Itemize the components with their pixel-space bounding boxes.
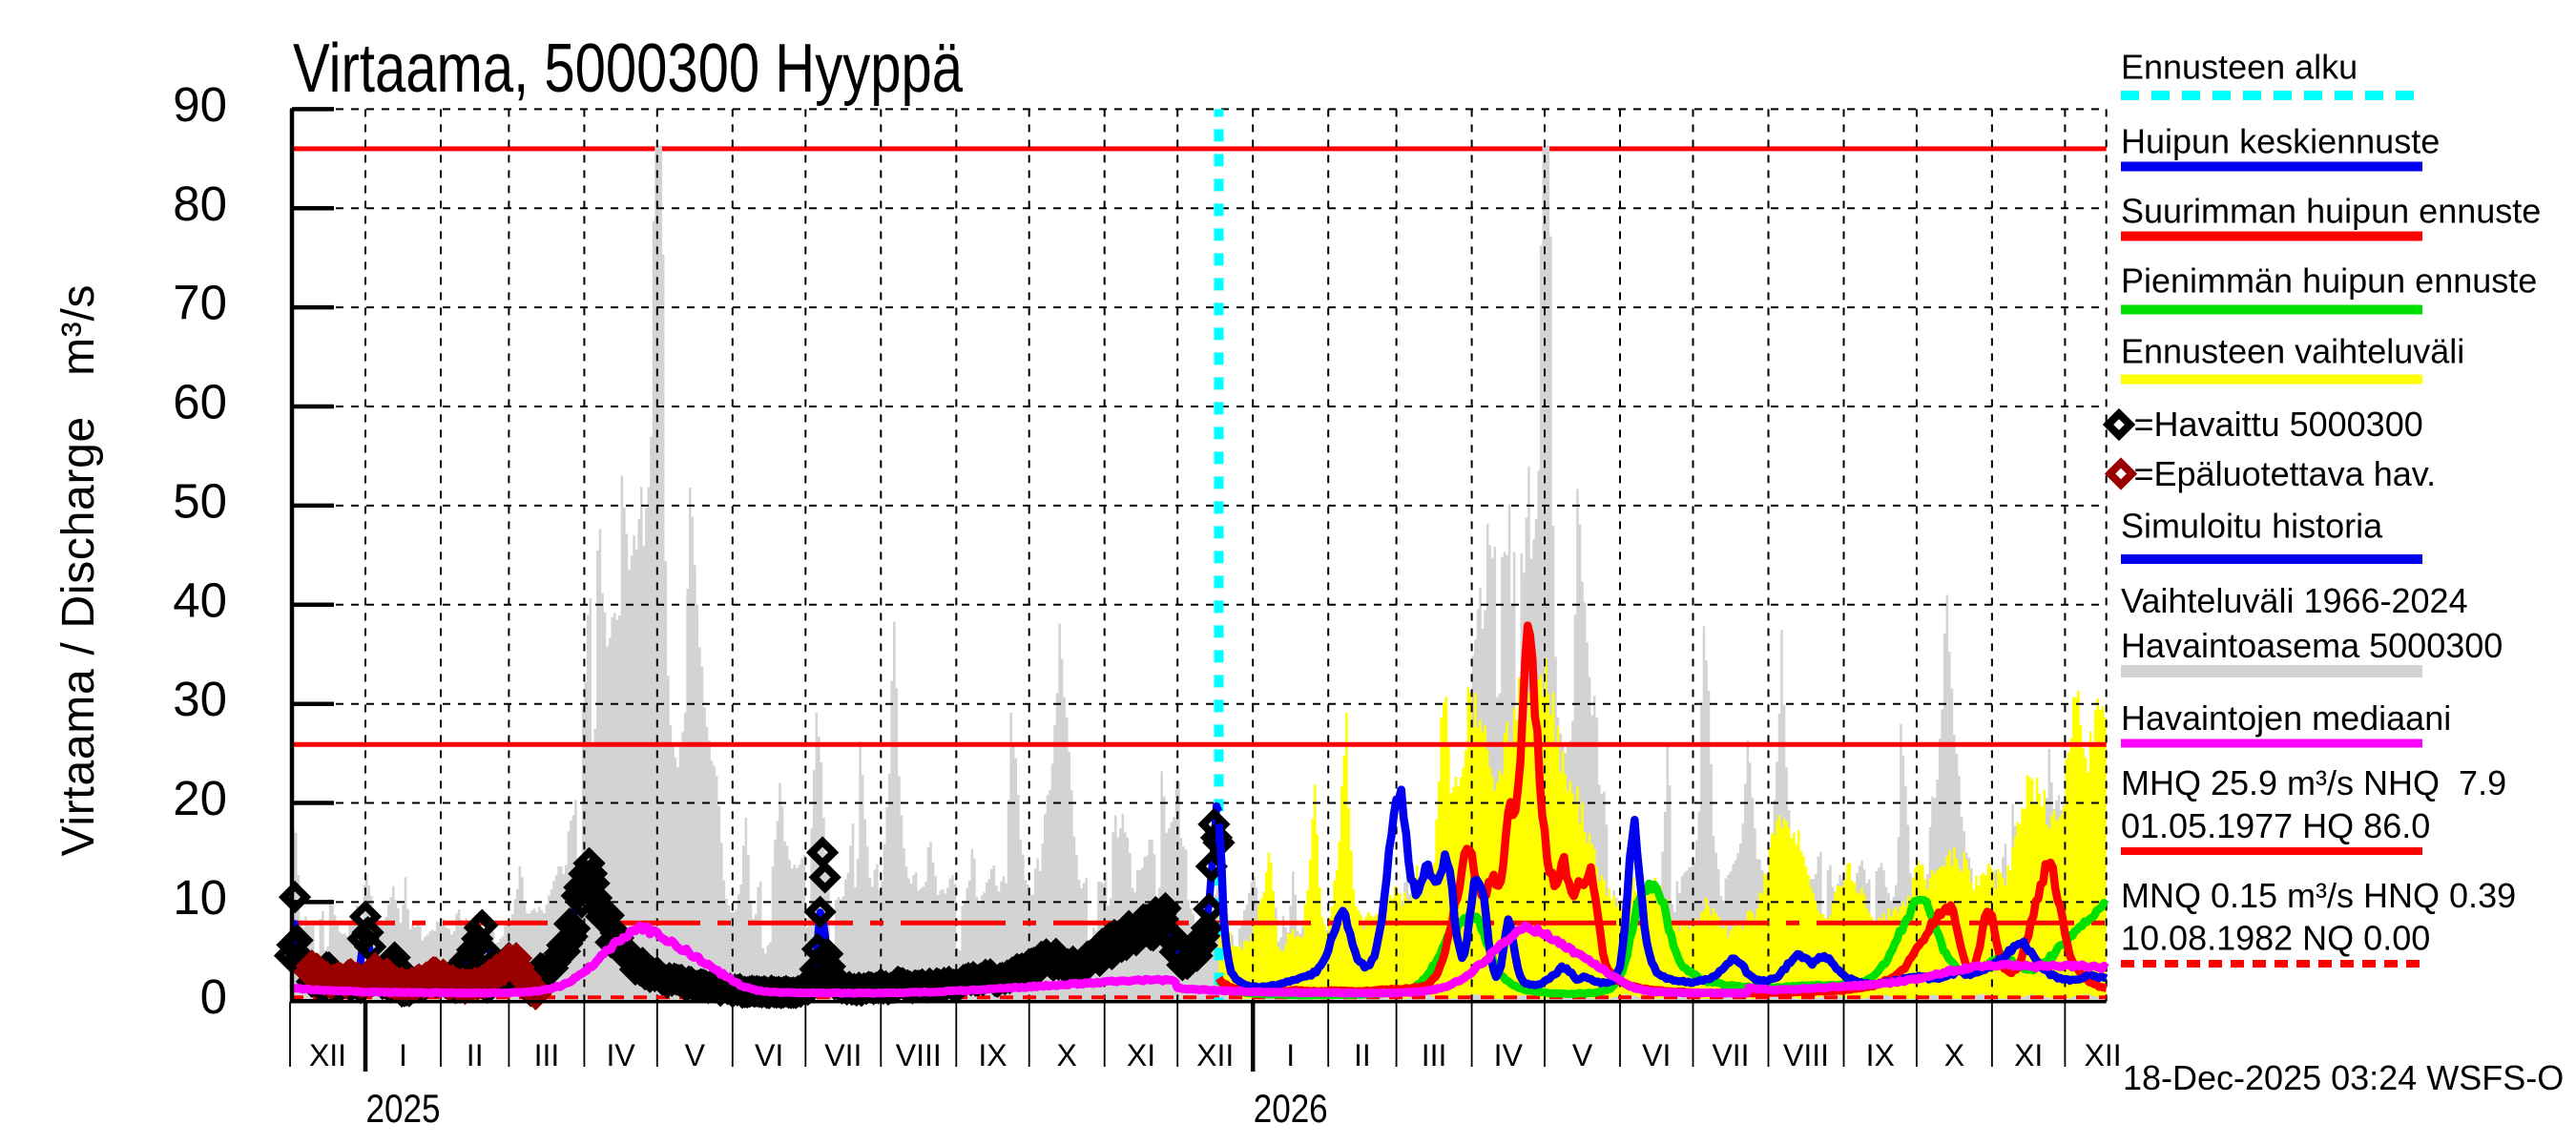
svg-text:0: 0 bbox=[200, 969, 227, 1024]
svg-text:2026: 2026 bbox=[1254, 1086, 1328, 1131]
svg-text:Huipun keskiennuste: Huipun keskiennuste bbox=[2121, 122, 2440, 161]
svg-text:IX: IX bbox=[978, 1038, 1007, 1072]
svg-text:Virtaama, 5000300 Hyyppä: Virtaama, 5000300 Hyyppä bbox=[293, 31, 964, 107]
svg-text:60: 60 bbox=[173, 375, 227, 429]
svg-text:Virtaama / Discharge m³/s: Virtaama / Discharge m³/s bbox=[53, 285, 104, 857]
svg-text:=Epäluotettava hav.: =Epäluotettava hav. bbox=[2134, 454, 2437, 493]
svg-text:III: III bbox=[534, 1038, 560, 1072]
svg-text:III: III bbox=[1422, 1038, 1447, 1072]
svg-text:XII: XII bbox=[2085, 1038, 2122, 1072]
svg-text:X: X bbox=[1944, 1038, 1964, 1072]
svg-text:VIII: VIII bbox=[1783, 1038, 1829, 1072]
svg-text:IX: IX bbox=[1866, 1038, 1895, 1072]
svg-text:XI: XI bbox=[1127, 1038, 1155, 1072]
svg-text:XII: XII bbox=[1196, 1038, 1234, 1072]
svg-text:Vaihteluväli 1966-2024: Vaihteluväli 1966-2024 bbox=[2121, 581, 2468, 620]
svg-text:IV: IV bbox=[1494, 1038, 1524, 1072]
svg-text:I: I bbox=[1286, 1038, 1295, 1072]
svg-text:II: II bbox=[467, 1038, 484, 1072]
svg-text:50: 50 bbox=[173, 473, 227, 528]
svg-text:80: 80 bbox=[173, 177, 227, 231]
svg-text:=Havaittu 5000300: =Havaittu 5000300 bbox=[2134, 405, 2423, 444]
svg-text:VI: VI bbox=[1642, 1038, 1671, 1072]
svg-text:Havaintojen mediaani: Havaintojen mediaani bbox=[2121, 698, 2451, 738]
svg-text:40: 40 bbox=[173, 572, 227, 627]
svg-text:01.05.1977 HQ 86.0: 01.05.1977 HQ 86.0 bbox=[2121, 806, 2430, 845]
svg-text:MNQ 0.15 m³/s HNQ 0.39: MNQ 0.15 m³/s HNQ 0.39 bbox=[2121, 876, 2516, 915]
svg-text:VIII: VIII bbox=[896, 1038, 942, 1072]
svg-text:VII: VII bbox=[824, 1038, 862, 1072]
svg-text:30: 30 bbox=[173, 672, 227, 726]
svg-text:Suurimman huipun ennuste: Suurimman huipun ennuste bbox=[2121, 192, 2541, 231]
svg-text:Havaintoasema 5000300: Havaintoasema 5000300 bbox=[2121, 626, 2503, 665]
svg-text:Simuloitu historia: Simuloitu historia bbox=[2121, 507, 2383, 546]
svg-text:10.08.1982 NQ 0.00: 10.08.1982 NQ 0.00 bbox=[2121, 919, 2430, 958]
svg-text:V: V bbox=[685, 1038, 706, 1072]
svg-text:10: 10 bbox=[173, 870, 227, 925]
svg-text:VII: VII bbox=[1712, 1038, 1749, 1072]
svg-text:XII: XII bbox=[309, 1038, 346, 1072]
svg-text:VI: VI bbox=[755, 1038, 783, 1072]
svg-text:I: I bbox=[399, 1038, 407, 1072]
svg-text:Pienimmän huipun ennuste: Pienimmän huipun ennuste bbox=[2121, 261, 2537, 301]
svg-text:70: 70 bbox=[173, 276, 227, 330]
svg-text:IV: IV bbox=[606, 1038, 635, 1072]
svg-text:Ennusteen vaihteluväli: Ennusteen vaihteluväli bbox=[2121, 332, 2464, 371]
svg-text:MHQ 25.9 m³/s NHQ 7.9: MHQ 25.9 m³/s NHQ 7.9 bbox=[2121, 763, 2506, 802]
svg-text:II: II bbox=[1354, 1038, 1371, 1072]
svg-text:20: 20 bbox=[173, 771, 227, 825]
svg-text:2025: 2025 bbox=[366, 1086, 441, 1131]
svg-text:X: X bbox=[1057, 1038, 1077, 1072]
svg-text:XI: XI bbox=[2014, 1038, 2043, 1072]
svg-text:18-Dec-2025 03:24 WSFS-O: 18-Dec-2025 03:24 WSFS-O bbox=[2123, 1058, 2564, 1097]
svg-text:90: 90 bbox=[173, 77, 227, 132]
svg-text:Ennusteen alku: Ennusteen alku bbox=[2121, 48, 2358, 87]
svg-text:V: V bbox=[1572, 1038, 1593, 1072]
